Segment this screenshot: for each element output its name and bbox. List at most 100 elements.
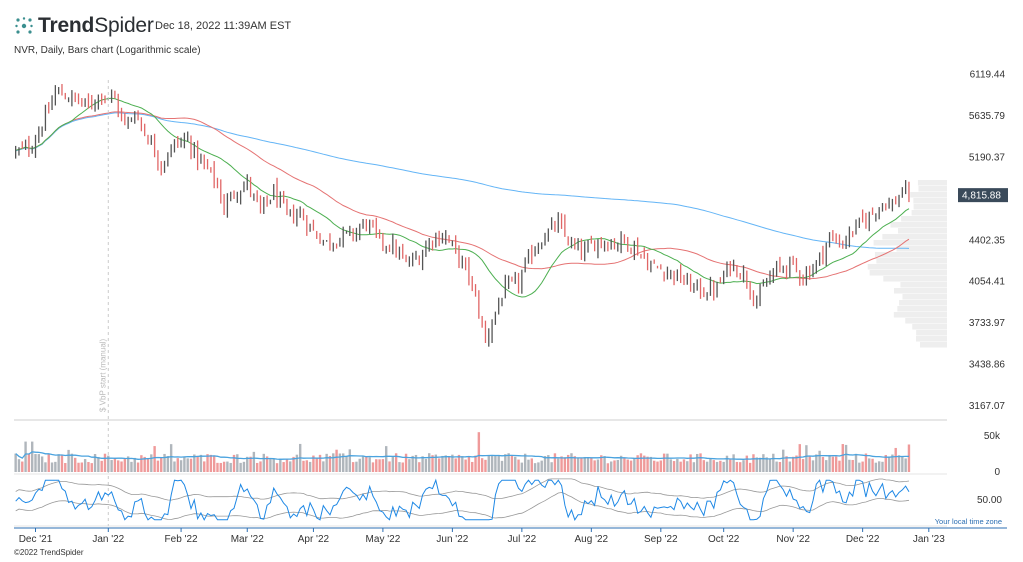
volume-bar (17, 459, 21, 472)
volume-bar (24, 441, 27, 472)
volume-bar (457, 454, 461, 472)
volume-profile-bar (893, 288, 947, 294)
volume-bar (729, 459, 732, 472)
volume-bar (401, 462, 404, 472)
volume-bar (576, 457, 580, 472)
volume-bar (533, 463, 537, 472)
volume-bar (441, 455, 444, 472)
volume-bar (758, 457, 762, 472)
volume-bar (133, 457, 136, 472)
time-axis-tick-label: Mar '22 (231, 534, 264, 545)
volume-profile-bar (917, 180, 947, 186)
volume-bar (686, 461, 689, 472)
volume-bar (206, 454, 209, 472)
volume-bar (901, 456, 904, 472)
volume-bar (725, 455, 729, 472)
volume-bar (434, 454, 438, 472)
volume-bar (97, 456, 100, 472)
volume-bar (385, 446, 388, 472)
volume-bar (722, 461, 725, 472)
volume-bar (255, 462, 259, 472)
volume-profile-bar (900, 282, 947, 288)
volume-bar (868, 458, 871, 472)
volume-bar (656, 461, 659, 472)
volume-bar (831, 456, 835, 472)
volume-bar (325, 453, 328, 472)
volume-bar (209, 454, 213, 472)
volume-bar (590, 457, 593, 472)
volume-bar (40, 456, 44, 472)
volume-bar (130, 461, 133, 472)
volume-bar (669, 459, 672, 472)
volume-bar (527, 459, 530, 472)
volume-bar (494, 455, 497, 472)
volume-bar (77, 462, 80, 472)
volume-bar (338, 453, 342, 472)
sma-short-line (15, 97, 910, 298)
volume-bar (216, 462, 219, 472)
volume-bar (358, 458, 361, 472)
copyright-footer: ©2022 TrendSpider (14, 548, 84, 557)
price-axis-tick-label: 5190.37 (969, 152, 1006, 163)
volume-profile-bar (873, 240, 947, 246)
volume-bar (153, 446, 156, 472)
volume-bar (732, 454, 735, 472)
volume-bar (712, 460, 715, 472)
volume-bar (613, 460, 616, 472)
volume-average-line (15, 451, 909, 460)
price-axis-tick-label: 6119.44 (970, 70, 1006, 81)
volume-bar (742, 460, 745, 472)
volume-bar (239, 462, 242, 472)
volume-bar (229, 462, 232, 472)
volume-axis: 50k 0 (984, 431, 1001, 478)
volume-bar (510, 455, 514, 472)
volume-bar (64, 463, 67, 472)
volume-bar (877, 461, 881, 472)
volume-bar (811, 460, 815, 472)
volume-bar (408, 459, 411, 472)
price-axis-tick-label: 3438.86 (969, 360, 1006, 371)
time-axis-tick-label: Apr '22 (298, 534, 330, 545)
volume-bar (762, 454, 765, 472)
volume-profile-bar (883, 276, 947, 282)
volume-bar (14, 453, 17, 472)
volume-bar (497, 454, 500, 472)
volume-bar (421, 456, 424, 472)
volume-bar (388, 461, 391, 472)
volume-bar (87, 462, 90, 472)
volume-bar (699, 453, 702, 472)
volume-bar (838, 460, 841, 472)
volume-bar (566, 454, 570, 472)
volume-bar (696, 453, 699, 472)
volume-profile-bar (915, 336, 947, 342)
volume-bar (222, 461, 226, 472)
volume-bar (54, 461, 57, 472)
volume-bar (146, 458, 150, 472)
volume-profile-bar (882, 234, 947, 240)
volume-bar (891, 454, 894, 472)
time-axis-tick-label: Jan '23 (913, 534, 945, 545)
volume-bar (530, 458, 533, 472)
volume-bar (474, 455, 477, 472)
volume-bar (623, 458, 626, 472)
volume-bar (735, 461, 739, 472)
volume-bar (785, 456, 788, 472)
volume-profile-bar (913, 204, 947, 210)
volume-profile-bar (876, 258, 947, 264)
volume-bar (242, 461, 246, 472)
volume-bar (547, 455, 550, 472)
volume-bar (821, 456, 825, 472)
volume-bar (262, 453, 265, 472)
oscillator-line (15, 478, 910, 521)
volume-bar (897, 455, 901, 472)
volume-bar (748, 462, 752, 472)
volume-bar (689, 454, 692, 472)
volume-bar (193, 454, 196, 472)
volume-bar (480, 458, 484, 472)
volume-bar (871, 458, 874, 472)
volume-bar (636, 455, 639, 472)
volume-bar (444, 455, 447, 472)
volume-bar (186, 458, 189, 472)
volume-bar (308, 461, 312, 472)
